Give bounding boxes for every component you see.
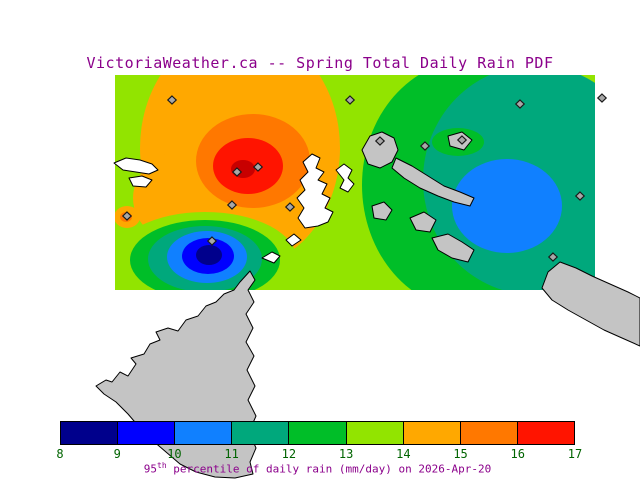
caption-superscript: th xyxy=(157,461,167,470)
caption: 95th percentile of daily rain (mm/day) o… xyxy=(60,461,575,476)
station-marker xyxy=(206,236,218,246)
colorbar-segment-14 xyxy=(403,422,461,444)
mainland-southeast xyxy=(541,261,640,347)
colorbar-segment-8 xyxy=(61,422,119,444)
colorbar-ticks: 8 9 10 11 12 13 14 15 16 17 xyxy=(56,447,582,461)
field-minimum-core xyxy=(196,245,222,265)
colorbar-segment-16 xyxy=(517,422,574,444)
island-small-2 xyxy=(409,211,437,233)
victoria-coast-hook xyxy=(335,163,355,193)
island-small-1 xyxy=(371,201,393,221)
colorbar-segment-9 xyxy=(118,422,176,444)
colorbar-segment-11 xyxy=(232,422,290,444)
colorbar-tick-8: 8 xyxy=(56,447,64,461)
station-marker xyxy=(514,99,526,109)
colorbar-tick-9: 9 xyxy=(113,447,121,461)
colorbar-segment-13 xyxy=(346,422,404,444)
station-marker xyxy=(121,211,133,221)
station-markers xyxy=(121,93,608,262)
colorbar-tick-12: 12 xyxy=(281,447,297,461)
station-marker xyxy=(419,141,431,151)
colorbar xyxy=(60,421,575,445)
colorbar-segment-15 xyxy=(460,422,518,444)
colorbar-tick-17: 17 xyxy=(567,447,583,461)
caption-text: percentile of daily rain (mm/day) on 202… xyxy=(166,462,492,476)
colorbar-segment-10 xyxy=(175,422,233,444)
station-marker xyxy=(344,95,356,105)
station-marker xyxy=(231,167,243,177)
colorbar-tick-10: 10 xyxy=(167,447,182,461)
cape-islet-1 xyxy=(261,251,281,264)
cape-islet-2 xyxy=(285,233,302,247)
victoria-coast-complex xyxy=(296,153,334,229)
island-chain xyxy=(391,157,475,207)
station-marker xyxy=(252,162,264,172)
island-south xyxy=(431,233,475,263)
station-marker xyxy=(166,95,178,105)
field-maximum-core xyxy=(231,160,255,178)
station-marker xyxy=(596,93,608,103)
island-north xyxy=(361,131,399,169)
station-marker xyxy=(226,200,238,210)
colorbar-tick-16: 16 xyxy=(510,447,525,461)
field-secondary-low xyxy=(452,159,562,253)
station-marker xyxy=(284,202,296,212)
west-island-2 xyxy=(128,175,153,188)
colorbar-tick-14: 14 xyxy=(396,447,411,461)
colorbar-tick-15: 15 xyxy=(453,447,468,461)
colorbar-tick-13: 13 xyxy=(338,447,354,461)
station-marker xyxy=(456,135,468,145)
caption-value: 95 xyxy=(143,462,158,476)
page-title: VictoriaWeather.ca -- Spring Total Daily… xyxy=(86,54,554,72)
rain-field xyxy=(115,75,595,290)
station-marker xyxy=(374,136,386,146)
colorbar-tick-11: 11 xyxy=(224,447,239,461)
colorbar-segment-12 xyxy=(289,422,347,444)
west-island-1 xyxy=(113,157,159,175)
station-marker xyxy=(547,252,559,262)
station-marker xyxy=(574,191,586,201)
